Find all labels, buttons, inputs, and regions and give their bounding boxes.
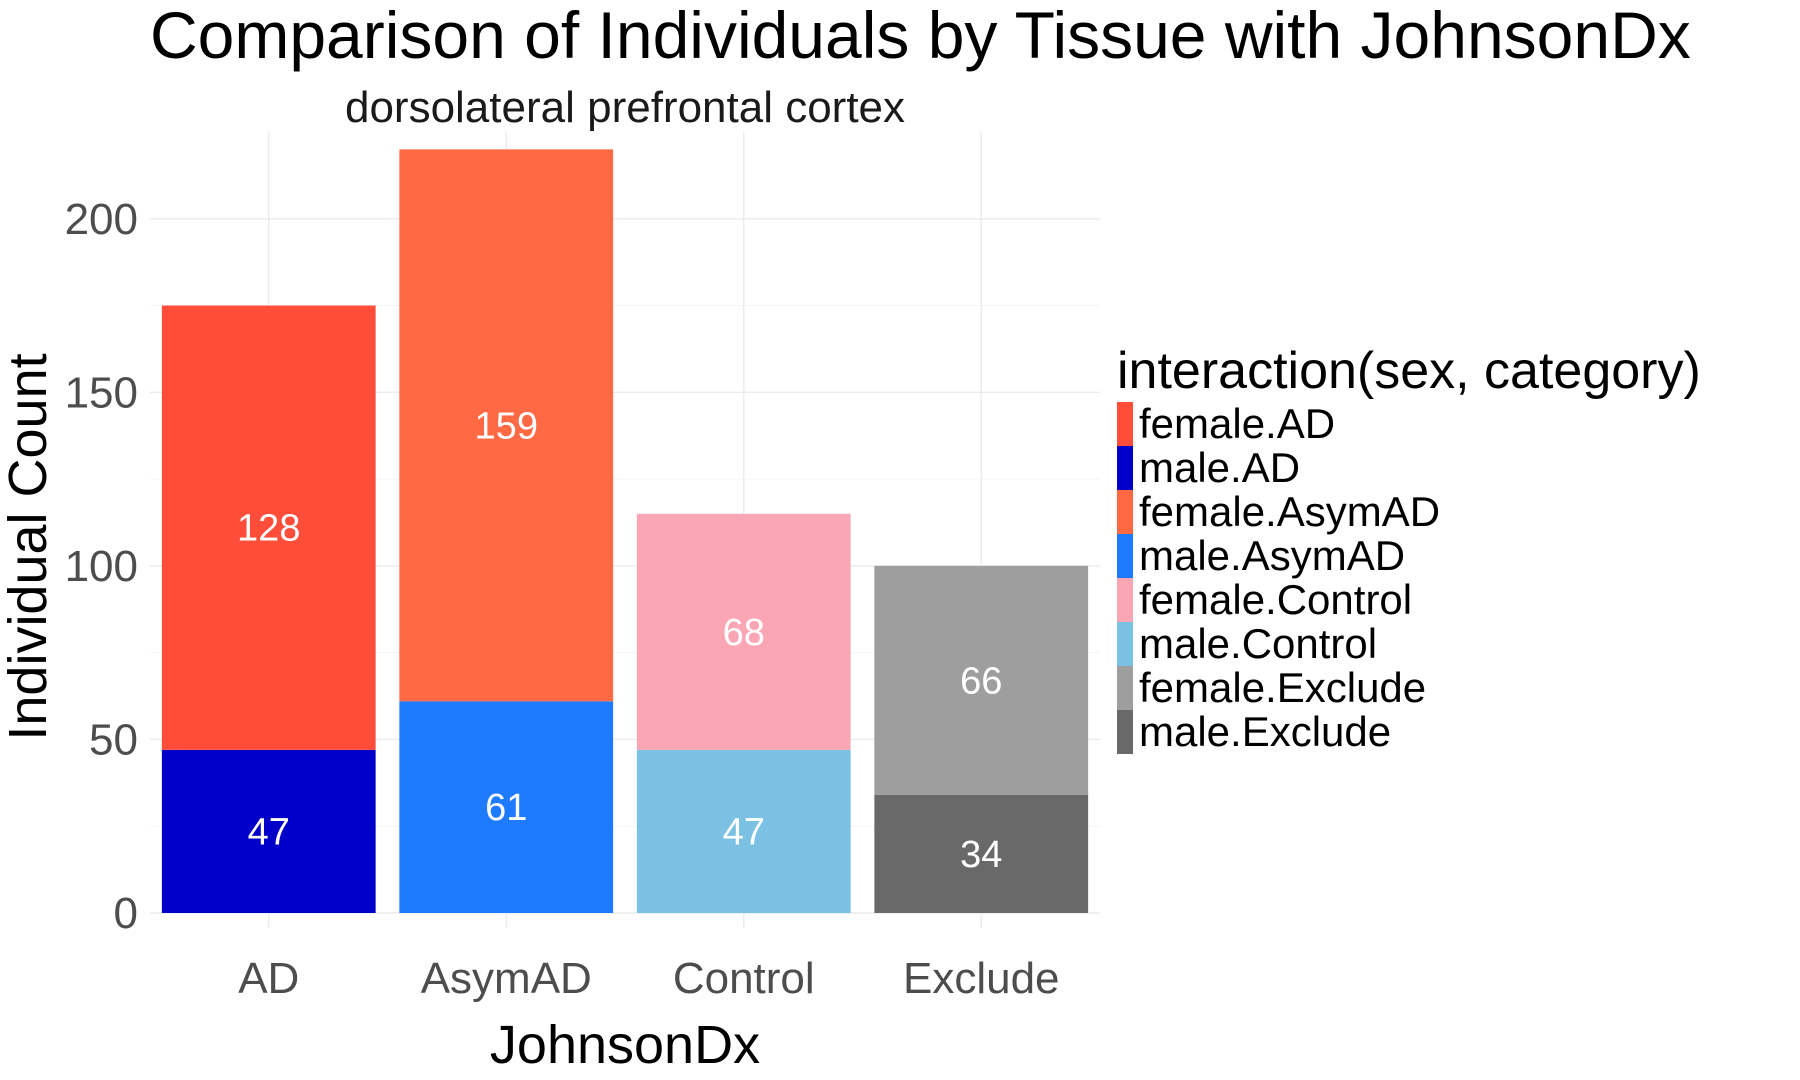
bar-value-label: 34 bbox=[960, 834, 1002, 876]
legend-label: male.Exclude bbox=[1139, 708, 1391, 755]
bar-segment-female-exclude bbox=[874, 565, 1089, 795]
bar-segment-female-asymad bbox=[399, 149, 614, 702]
bar-segment-female-control bbox=[636, 513, 851, 750]
legend-swatch bbox=[1117, 710, 1133, 754]
legend-swatch bbox=[1117, 402, 1133, 446]
bar-value-label: 128 bbox=[237, 508, 300, 550]
x-axis-title: JohnsonDx bbox=[490, 1015, 760, 1075]
legend-label: female.AsymAD bbox=[1139, 488, 1440, 535]
chart-title: Comparison of Individuals by Tissue with… bbox=[150, 0, 1691, 72]
legend-swatch bbox=[1117, 666, 1133, 710]
y-tick-label: 150 bbox=[65, 368, 138, 417]
bar-stack-asymad: 61 159 bbox=[399, 149, 614, 913]
facet-label: dorsolateral prefrontal cortex bbox=[345, 83, 905, 132]
bar-stack-control: 47 68 bbox=[636, 513, 851, 913]
legend-swatch bbox=[1117, 534, 1133, 578]
bar-value-label: 61 bbox=[485, 787, 527, 829]
bar-value-label: 47 bbox=[248, 811, 290, 853]
legend: interaction(sex, category) female.ADmale… bbox=[1117, 342, 1701, 755]
legend-items: female.ADmale.ADfemale.AsymADmale.AsymAD… bbox=[1117, 400, 1440, 755]
legend-label: female.AD bbox=[1139, 400, 1335, 447]
y-tick-label: 0 bbox=[114, 889, 138, 938]
legend-label: male.AD bbox=[1139, 444, 1300, 491]
legend-label: male.AsymAD bbox=[1139, 532, 1405, 579]
bar-stack-ad: 47 128 bbox=[161, 305, 376, 913]
legend-swatch bbox=[1117, 622, 1133, 666]
bar-segment-male-ad bbox=[161, 749, 376, 913]
x-tick-label: AD bbox=[238, 954, 299, 1003]
legend-swatch bbox=[1117, 490, 1133, 534]
y-tick-label: 100 bbox=[65, 542, 138, 591]
x-tick-label: Exclude bbox=[903, 954, 1060, 1003]
legend-swatch bbox=[1117, 446, 1133, 490]
x-axis-ticks: AD AsymAD Control Exclude bbox=[238, 954, 1059, 1003]
bar-value-label: 47 bbox=[723, 811, 765, 853]
bar-segment-male-exclude bbox=[874, 794, 1089, 913]
y-tick-label: 200 bbox=[65, 195, 138, 244]
x-tick-label: AsymAD bbox=[421, 954, 592, 1003]
legend-swatch bbox=[1117, 578, 1133, 622]
bar-value-label: 159 bbox=[475, 405, 538, 447]
bar-segment-male-asymad bbox=[399, 701, 614, 913]
legend-label: male.Control bbox=[1139, 620, 1377, 667]
y-axis-title: Individual Count bbox=[0, 353, 58, 740]
bar-value-label: 66 bbox=[960, 660, 1002, 702]
bar-segment-male-control bbox=[636, 749, 851, 913]
legend-label: female.Control bbox=[1139, 576, 1412, 623]
bar-value-label: 68 bbox=[723, 612, 765, 654]
bar-stack-exclude: 34 66 bbox=[874, 565, 1089, 913]
bars-group: 47 128 61 159 47 68 34 66 bbox=[161, 149, 1089, 913]
x-tick-label: Control bbox=[673, 954, 815, 1003]
y-tick-label: 50 bbox=[89, 715, 138, 764]
y-axis-ticks: 0 50 100 150 200 bbox=[65, 195, 138, 938]
legend-title: interaction(sex, category) bbox=[1117, 342, 1701, 400]
legend-label: female.Exclude bbox=[1139, 664, 1426, 711]
bar-segment-female-ad bbox=[161, 305, 376, 750]
